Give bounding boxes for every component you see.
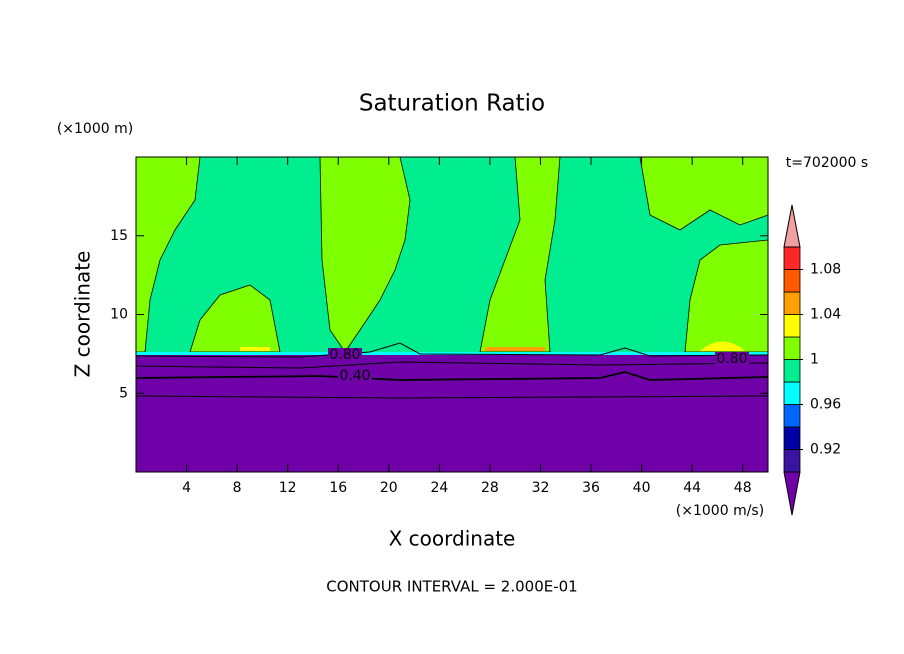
- y-tick-label: 10: [110, 307, 128, 323]
- contour-label: 0.80: [716, 351, 747, 367]
- x-axis-label: X coordinate: [389, 527, 516, 551]
- y-axis-label: Z coordinate: [71, 251, 95, 378]
- colorbar-box: [783, 269, 801, 293]
- x-tick-label: 12: [279, 480, 297, 496]
- y-unit: (×1000 m): [57, 121, 133, 137]
- contour-label-bg: [328, 348, 362, 362]
- colorbar-tick-label: 0.96: [810, 397, 841, 413]
- x-tick-label: 20: [380, 480, 398, 496]
- colorbar-box: [783, 246, 801, 270]
- x-tick-label: 16: [329, 480, 347, 496]
- x-tick-label: 36: [582, 480, 600, 496]
- contour-label-bg: [338, 369, 372, 383]
- x-tick-label: 4: [182, 480, 191, 496]
- x-tick-label: 28: [481, 480, 499, 496]
- contour-line: [135, 395, 769, 399]
- x-tick-label: 40: [633, 480, 651, 496]
- colorbar-tick-label: 1.08: [810, 262, 841, 278]
- colorbar-box: [783, 336, 801, 360]
- field-region: [485, 347, 545, 351]
- contour-line: [135, 371, 769, 381]
- contour-label: 0.40: [339, 368, 370, 384]
- x-tick-label: 24: [430, 480, 448, 496]
- colorbar-tick-label: 0.92: [810, 442, 841, 458]
- x-tick-label: 44: [683, 480, 701, 496]
- colorbar-box: [783, 381, 801, 405]
- colorbar-box: [783, 359, 801, 383]
- y-tick-label: 5: [119, 385, 128, 401]
- colorbar-triangle: [783, 204, 801, 248]
- colorbar-box: [783, 291, 801, 315]
- x-unit: (×1000 m/s): [676, 503, 764, 519]
- field-region: [135, 156, 769, 353]
- contour-label-bg: [715, 352, 749, 366]
- contour-field: [135, 156, 769, 472]
- colorbar-tick-label: 1.04: [810, 307, 841, 323]
- y-tick-label: 15: [110, 228, 128, 244]
- x-tick-label: 32: [532, 480, 550, 496]
- time-label: t=702000 s: [786, 155, 868, 171]
- contour-line: [135, 342, 769, 358]
- footer-note: CONTOUR INTERVAL = 2.000E-01: [326, 578, 577, 596]
- colorbar-box: [783, 314, 801, 338]
- field-region: [240, 347, 270, 351]
- contour-line: [135, 361, 769, 369]
- chart-title: Saturation Ratio: [359, 91, 545, 117]
- contour-label: 0.80: [329, 347, 360, 363]
- x-tick-label: 48: [734, 480, 752, 496]
- colorbar-box: [783, 426, 801, 450]
- colorbar-triangle: [783, 471, 801, 516]
- colorbar-box: [783, 449, 801, 473]
- field-region: [136, 355, 768, 472]
- x-tick-label: 8: [233, 480, 242, 496]
- colorbar-box: [783, 404, 801, 428]
- field-region: [700, 341, 745, 351]
- colorbar-tick-label: 1: [810, 352, 819, 368]
